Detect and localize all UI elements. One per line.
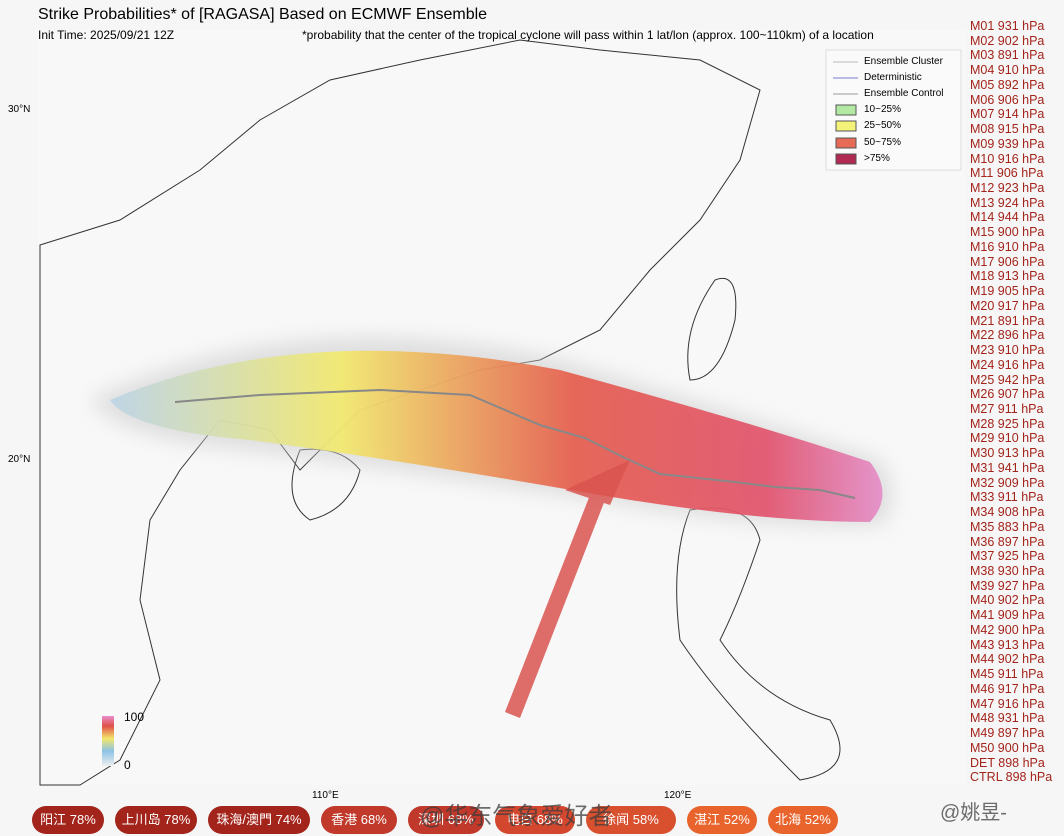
member-pressure: M36 897 hPa: [970, 534, 1045, 549]
location-probability: 深圳 68%: [408, 806, 484, 834]
member-pressure: M25 942 hPa: [970, 372, 1045, 387]
legend-text: Deterministic: [864, 72, 922, 83]
member-pressure: M09 939 hPa: [970, 136, 1045, 151]
member-pressure: M23 910 hPa: [970, 343, 1045, 358]
member-pressure: M49 897 hPa: [970, 726, 1045, 741]
member-pressure: M33 911 hPa: [970, 490, 1044, 505]
title: Strike Probabilities* of [RAGASA] Based …: [38, 6, 488, 23]
member-pressure: M16 910 hPa: [970, 239, 1045, 254]
member-pressure: M31 941 hPa: [970, 460, 1045, 475]
legend-swatch: [835, 104, 857, 116]
location-probability: 上川岛 78%: [115, 806, 197, 834]
legend-text: 10~25%: [864, 104, 901, 115]
member-pressure: M26 907 hPa: [970, 387, 1045, 402]
member-pressure: M47 916 hPa: [970, 696, 1045, 711]
member-pressure: M48 931 hPa: [970, 711, 1045, 726]
legend-swatch: [835, 137, 857, 149]
member-pressure: M05 892 hPa: [970, 77, 1045, 92]
colorbar-label: 100: [124, 710, 145, 724]
legend-text: Ensemble Control: [864, 88, 944, 99]
member-pressure: M34 908 hPa: [970, 505, 1045, 520]
legend-text: >75%: [864, 153, 890, 164]
taiwan: [687, 278, 737, 381]
member-pressure: M03 891 hPa: [970, 48, 1045, 63]
member-pressure: M28 925 hPa: [970, 416, 1045, 431]
member-pressure: M02 902 hPa: [970, 33, 1045, 48]
member-pressure: M46 917 hPa: [970, 681, 1045, 696]
member-pressure: M39 927 hPa: [970, 578, 1045, 593]
legend-swatch: [835, 120, 857, 132]
member-pressure: M44 902 hPa: [970, 652, 1045, 667]
init-time: Init Time: 2025/09/21 12Z: [38, 28, 175, 42]
luzon: [676, 507, 841, 781]
member-pressure: M11 906 hPa: [970, 166, 1044, 181]
lon-label: 120°E: [664, 790, 692, 801]
member-pressure: M14 944 hPa: [970, 210, 1045, 225]
member-pressure: M32 909 hPa: [970, 475, 1045, 490]
member-pressure: M15 900 hPa: [970, 225, 1045, 240]
member-pressure: M29 910 hPa: [970, 431, 1045, 446]
member-pressure: M06 906 hPa: [970, 92, 1045, 107]
member-pressure: M30 913 hPa: [970, 446, 1045, 461]
member-pressure: M21 891 hPa: [970, 313, 1045, 328]
location-probability: 阳江 78%: [32, 806, 104, 834]
member-pressure: CTRL 898 hPa: [970, 770, 1053, 785]
member-pressure: DET 898 hPa: [970, 755, 1045, 770]
member-pressure: M18 913 hPa: [970, 269, 1045, 284]
legend-text: 25~50%: [864, 120, 901, 131]
member-pressure: M07 914 hPa: [970, 107, 1045, 122]
member-pressure: M42 900 hPa: [970, 622, 1045, 637]
lon-label: 110°E: [312, 790, 339, 801]
colorbar: [102, 716, 114, 766]
note: *probability that the center of the trop…: [302, 28, 874, 42]
member-pressure: M13 924 hPa: [970, 195, 1045, 210]
member-pressure: M17 906 hPa: [970, 254, 1045, 269]
member-pressure: M45 911 hPa: [970, 667, 1044, 682]
member-pressure: M24 916 hPa: [970, 357, 1045, 372]
member-pressure: M40 902 hPa: [970, 593, 1045, 608]
member-pressure: M41 909 hPa: [970, 608, 1045, 623]
member-pressure: M12 923 hPa: [970, 181, 1045, 196]
member-pressure: M20 917 hPa: [970, 298, 1045, 313]
location-probability: 珠海/澳門 74%: [208, 806, 310, 834]
legend-swatch: [835, 153, 857, 165]
location-probability: 湛江 52%: [687, 806, 757, 834]
member-pressure: M08 915 hPa: [970, 122, 1045, 137]
colorbar-label: 0: [124, 758, 131, 772]
member-pressure: M50 900 hPa: [970, 740, 1045, 755]
legend-text: 50~75%: [864, 137, 901, 148]
member-pressure: M43 913 hPa: [970, 637, 1045, 652]
member-pressure: M35 883 hPa: [970, 519, 1045, 534]
legend-text: Ensemble Cluster: [864, 56, 943, 67]
member-pressure: M22 896 hPa: [970, 328, 1045, 343]
location-probability: 香港 68%: [321, 806, 397, 834]
member-pressure: M10 916 hPa: [970, 151, 1045, 166]
member-pressure: M37 925 hPa: [970, 549, 1045, 564]
member-pressure: M38 930 hPa: [970, 564, 1045, 578]
lat-label: 20°N: [8, 454, 31, 465]
location-probability: 电白 68%: [495, 806, 575, 834]
watermark: @华东气象爱好者: [420, 803, 613, 830]
member-pressure: M01 931 hPa: [970, 19, 1045, 33]
lat-label: 30°N: [8, 104, 31, 115]
watermark: @姚昱-: [940, 802, 1007, 824]
member-pressure: M04 910 hPa: [970, 63, 1045, 78]
member-pressure: M27 911 hPa: [970, 401, 1044, 416]
arrow: [505, 460, 630, 718]
member-pressure: M19 905 hPa: [970, 284, 1045, 299]
location-probability: 北海 52%: [768, 806, 838, 834]
location-probability: 徐闻 58%: [586, 806, 676, 834]
track: [174, 388, 856, 499]
